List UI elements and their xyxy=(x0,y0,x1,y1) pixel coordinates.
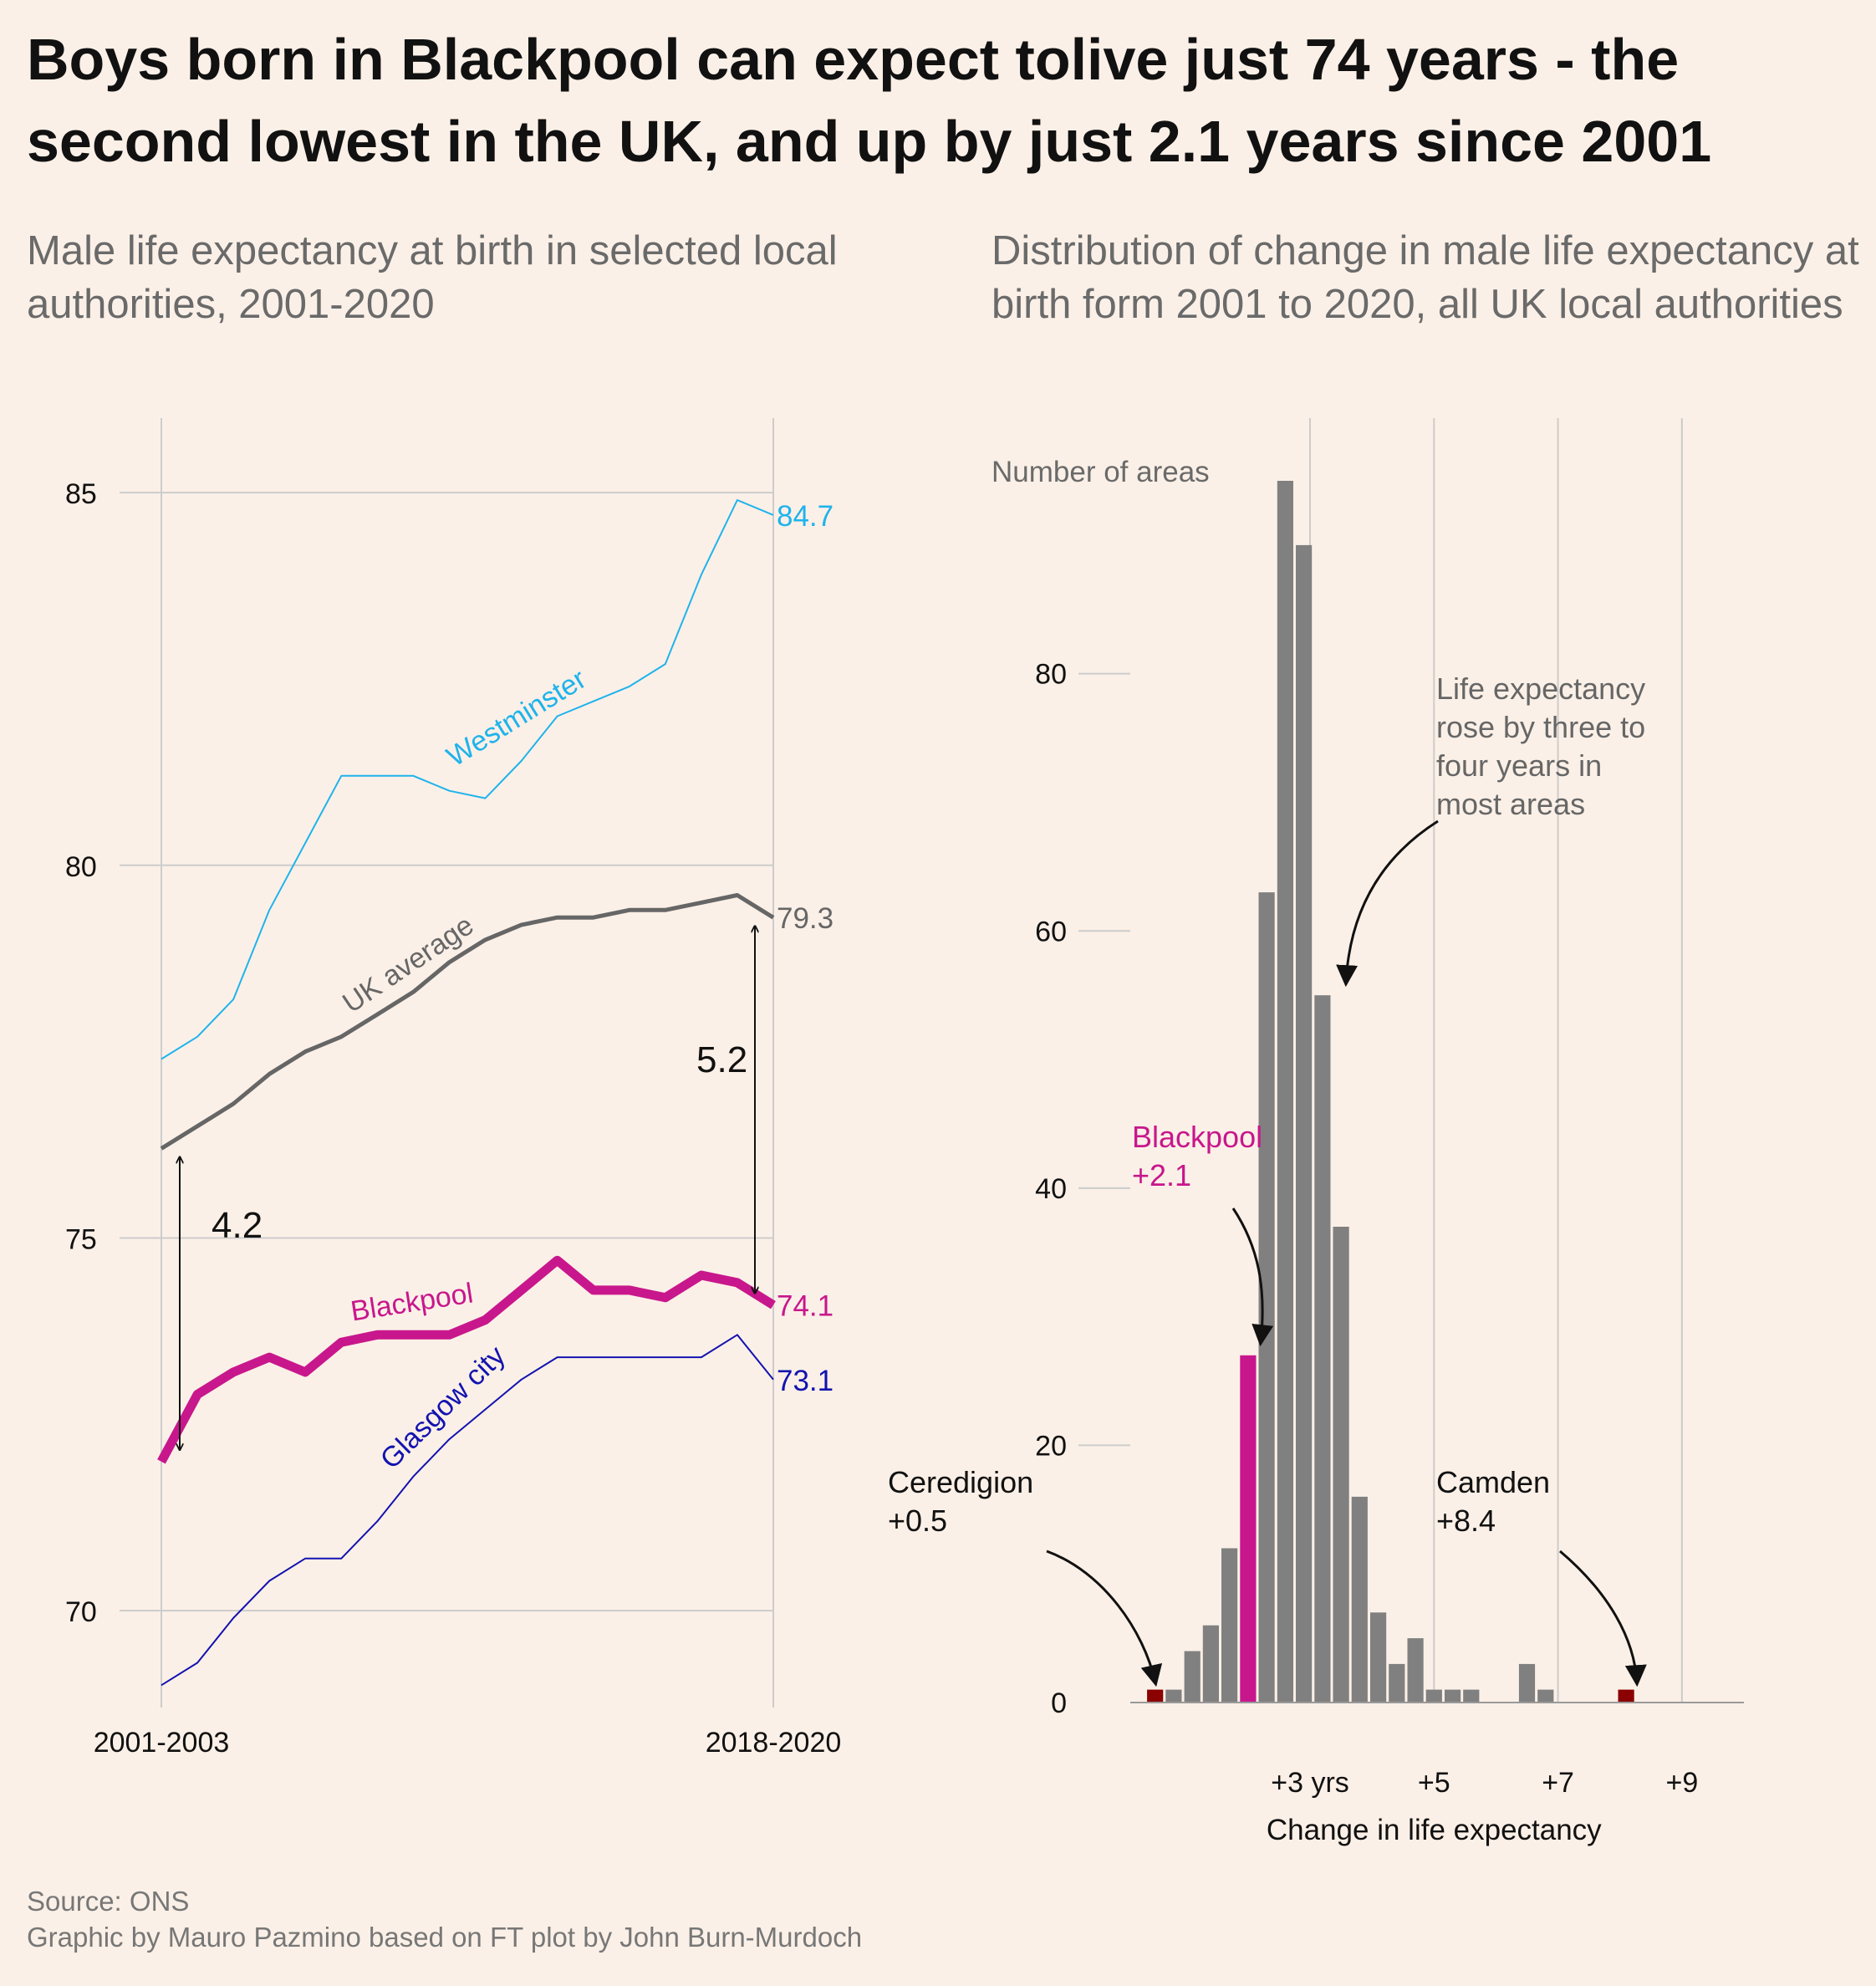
chart-title: Boys born in Blackpool can expect tolive… xyxy=(27,27,1712,174)
histogram-chart: 0 20 40 60 80 +3 yrs +5 +7 +9 Number of areas Chan… xyxy=(888,418,1744,1846)
annotation-arrow-camden xyxy=(1559,1549,1647,1687)
end-value-label-westminster: 84.7 xyxy=(777,500,833,533)
x-tick-label: +3 yrs xyxy=(1271,1767,1349,1799)
annotation-line: +0.5 xyxy=(888,1504,947,1538)
series-name-uk-average: UK average xyxy=(337,909,479,1019)
annotation-line: +2.1 xyxy=(1132,1158,1191,1192)
x-tick-label: +9 xyxy=(1665,1767,1698,1799)
histogram-bar xyxy=(1277,481,1293,1703)
histogram-bar xyxy=(1202,1625,1219,1703)
x-tick-label: 2001-2003 xyxy=(94,1727,230,1759)
y-tick-label: 0 xyxy=(1051,1687,1067,1719)
gap-label-2018-2020: 5.2 xyxy=(696,1039,747,1080)
x-tick-label: +5 xyxy=(1418,1767,1450,1799)
x-tick-label: +7 xyxy=(1542,1767,1574,1799)
histogram-bar xyxy=(1240,1355,1257,1703)
histogram-bar xyxy=(1147,1689,1164,1703)
histogram-bar xyxy=(1370,1612,1387,1703)
y-tick-label: 80 xyxy=(65,851,97,883)
y-tick-label: 70 xyxy=(65,1596,97,1628)
annotation-arrow-blackpool xyxy=(1231,1207,1274,1347)
histogram-bar xyxy=(1445,1689,1461,1703)
y-tick-label: 60 xyxy=(1035,916,1067,947)
y-tick-label: 75 xyxy=(65,1223,97,1255)
histogram-bar xyxy=(1463,1689,1480,1703)
annotation-line: four years in xyxy=(1436,748,1602,783)
y-axis-title: Number of areas xyxy=(992,456,1210,488)
histogram-bar xyxy=(1333,1227,1349,1703)
annotation-line: Ceredigion xyxy=(888,1465,1033,1499)
annotation-arrow-ceredigion xyxy=(1046,1549,1163,1687)
source-note: Source: ONS xyxy=(27,1886,190,1917)
histogram-bar xyxy=(1518,1663,1536,1703)
series-name-westminster: Westminster xyxy=(441,663,592,773)
y-tick-label: 85 xyxy=(65,478,97,510)
end-value-label-glasgow-city: 73.1 xyxy=(777,1365,833,1397)
histogram-bar xyxy=(1296,544,1313,1703)
histogram-bar xyxy=(1351,1496,1368,1703)
annotation-arrow-life-expectancy xyxy=(1336,819,1439,988)
histogram-bar xyxy=(1165,1689,1182,1703)
histogram-bar xyxy=(1221,1548,1238,1703)
histogram-bar xyxy=(1389,1663,1405,1703)
series-line-uk-average xyxy=(160,893,775,1151)
annotation-blackpool: Blackpool +2.1 xyxy=(1132,1120,1262,1192)
annotation-line: Camden xyxy=(1436,1465,1550,1499)
series-name-glasgow-city: Glasgow city xyxy=(375,1340,512,1475)
annotation-camden: Camden +8.4 xyxy=(1436,1465,1550,1538)
x-tick-label: 2018-2020 xyxy=(706,1727,842,1759)
y-tick-label: 80 xyxy=(1035,659,1067,691)
histogram-bar xyxy=(1425,1689,1442,1703)
histogram-bar xyxy=(1618,1689,1634,1703)
end-value-label-uk-average: 79.3 xyxy=(777,902,833,935)
series-line-westminster xyxy=(161,499,774,1060)
annotation-life-expectancy: Life expectancy rose by three to four year… xyxy=(1436,671,1645,821)
annotation-line: +8.4 xyxy=(1436,1504,1496,1538)
series-name-blackpool: Blackpool xyxy=(349,1277,475,1327)
credit-note: Graphic by Mauro Pazmino based on FT plo… xyxy=(27,1922,863,1953)
histogram-bar xyxy=(1537,1689,1554,1703)
annotation-line: Life expectancy xyxy=(1436,671,1645,706)
x-axis-title: Change in life expectancy xyxy=(1267,1814,1602,1846)
histogram-bar xyxy=(1258,892,1275,1703)
annotation-line: rose by three to xyxy=(1436,710,1645,744)
y-tick-label: 20 xyxy=(1035,1430,1067,1462)
right-chart-subtitle: Distribution of change in male life expe… xyxy=(992,228,1859,327)
histogram-bar xyxy=(1314,995,1331,1703)
annotation-ceredigion: Ceredigion +0.5 xyxy=(888,1465,1033,1538)
series-line-blackpool xyxy=(157,1255,776,1464)
annotation-line: most areas xyxy=(1436,787,1585,821)
series-line-glasgow-city xyxy=(161,1334,774,1687)
y-tick-label: 40 xyxy=(1035,1173,1067,1205)
end-value-label-blackpool: 74.1 xyxy=(777,1290,833,1323)
gap-label-2001-2003: 4.2 xyxy=(212,1205,263,1246)
histogram-bar xyxy=(1184,1651,1201,1703)
left-chart-subtitle: Male life expectancy at birth in selecte… xyxy=(27,228,838,327)
annotation-line: Blackpool xyxy=(1132,1120,1262,1154)
histogram-bar xyxy=(1407,1638,1424,1703)
line-chart: 70 75 80 85 2001-2003 2018-2020 84.7 Westminste… xyxy=(65,418,841,1759)
